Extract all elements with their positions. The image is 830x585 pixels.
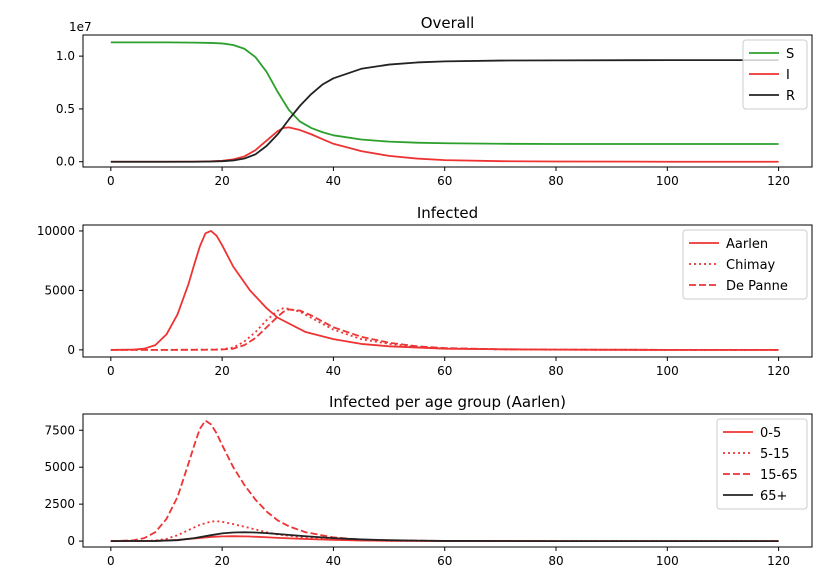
y-tick-label: 10000 — [37, 224, 75, 238]
axes-frame — [82, 413, 813, 548]
x-tick-label: 20 — [214, 554, 229, 568]
y-tick-label: 7500 — [44, 423, 75, 437]
legend-label-15-65: 15-65 — [760, 468, 798, 483]
legend-label-chimay: Chimay — [726, 258, 776, 273]
y-tick-label: 0.0 — [56, 155, 75, 169]
axes-frame — [82, 34, 813, 168]
chart-title: Infected — [417, 204, 478, 222]
x-tick-label: 100 — [656, 554, 679, 568]
x-tick-label: 120 — [767, 174, 790, 188]
x-tick-label: 20 — [214, 364, 229, 378]
legend-box — [682, 229, 808, 300]
series-line-15-65 — [110, 419, 779, 542]
legend-box — [716, 418, 808, 510]
y-tick-label: 1.0 — [56, 49, 75, 63]
y-tick-label: 0 — [67, 534, 75, 548]
legend-label-r: R — [786, 89, 795, 104]
legend-label-65: 65+ — [760, 489, 787, 504]
x-tick-label: 60 — [437, 174, 452, 188]
series-lines — [110, 419, 779, 542]
series-lines — [110, 41, 779, 163]
series-lines — [110, 230, 779, 351]
axes-frame — [82, 224, 813, 358]
x-tick-label: 120 — [767, 554, 790, 568]
y-tick-label: 0 — [67, 343, 75, 357]
x-tick-label: 60 — [437, 554, 452, 568]
legend: 0-5 5-15 15-65 65+ — [716, 418, 808, 510]
series-line-s — [110, 41, 779, 145]
y-axis-offset-label: 1e7 — [69, 20, 92, 34]
chart-panel: Infected 0 20 40 60 80 100 120 0 5000 10000 Aarlen C… — [37, 204, 813, 378]
series-line-r — [110, 59, 779, 163]
x-tick-label: 100 — [656, 174, 679, 188]
y-tick-label: 5000 — [44, 283, 75, 297]
chart-panel: Infected per age group (Aarlen) 0 20 40 60 80… — [44, 393, 813, 568]
x-tick-label: 60 — [437, 364, 452, 378]
x-tick-label: 100 — [656, 364, 679, 378]
x-tick-label: 0 — [107, 174, 115, 188]
series-line-aarlen — [110, 230, 779, 351]
x-tick-label: 0 — [107, 554, 115, 568]
y-tick-label: 2500 — [44, 497, 75, 511]
x-tick-label: 80 — [548, 174, 563, 188]
x-tick-label: 40 — [326, 364, 341, 378]
legend: SIR — [742, 39, 808, 110]
x-tick-label: 120 — [767, 364, 790, 378]
x-tick-label: 0 — [107, 364, 115, 378]
x-tick-label: 40 — [326, 554, 341, 568]
legend-label-s: S — [786, 47, 794, 62]
legend-label-de-panne: De Panne — [726, 279, 788, 294]
x-tick-label: 20 — [214, 174, 229, 188]
x-tick-label: 80 — [548, 554, 563, 568]
legend-label-5-15: 5-15 — [760, 447, 790, 462]
series-line-chimay — [110, 307, 779, 351]
legend: Aarlen Chimay De Panne — [682, 229, 808, 300]
chart-panels: Overall 1e7 0 20 40 60 80 100 120 0.0 0.5 1.0 SIR Inf… — [37, 14, 813, 568]
chart-panel: Overall 1e7 0 20 40 60 80 100 120 0.0 0.5 1.0 SIR — [56, 14, 813, 188]
y-tick-label: 0.5 — [56, 102, 75, 116]
series-line-5-15 — [110, 520, 779, 542]
x-tick-label: 80 — [548, 364, 563, 378]
y-tick-label: 5000 — [44, 460, 75, 474]
legend-label-0-5: 0-5 — [760, 426, 781, 441]
chart-title: Overall — [421, 14, 475, 32]
chart-title: Infected per age group (Aarlen) — [329, 393, 566, 411]
series-line-de-panne — [110, 308, 779, 351]
series-line-65 — [110, 531, 779, 542]
legend-label-aarlen: Aarlen — [726, 237, 768, 252]
x-tick-label: 40 — [326, 174, 341, 188]
legend-label-i: I — [786, 68, 790, 83]
